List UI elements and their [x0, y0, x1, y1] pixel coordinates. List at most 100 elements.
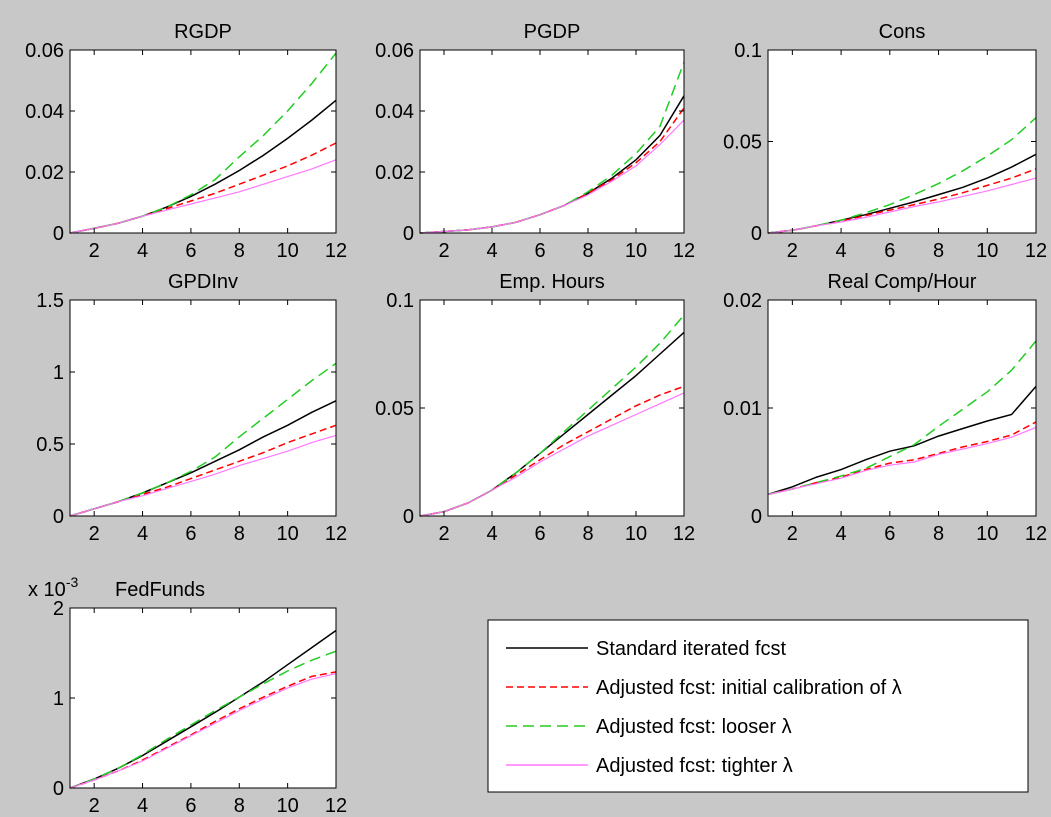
y-tick-label: 0.06 [375, 40, 414, 62]
x-tick-label: 2 [89, 240, 100, 262]
x-tick-label: 2 [787, 240, 798, 262]
series-line-tighter [419, 392, 685, 517]
plot-area [768, 300, 1036, 516]
y-tick-label: 0 [53, 778, 64, 800]
x-tick-label: 2 [89, 523, 100, 545]
series-line-tighter [69, 673, 337, 789]
y-tick-label: 0 [403, 506, 414, 528]
series-line-tighter [419, 119, 685, 234]
plot-area [70, 300, 336, 516]
x-tick-label: 10 [976, 240, 998, 262]
series-line-tighter [69, 159, 337, 234]
x-tick-label: 8 [234, 795, 245, 817]
y-multiplier: x 10-3 [28, 574, 78, 601]
legend-label: Adjusted fcst: initial calibration of λ [596, 677, 902, 699]
legend-label: Standard iterated fcst [596, 638, 787, 660]
x-tick-label: 6 [534, 240, 545, 262]
legend-entry-standard: Standard iterated fcst [506, 638, 787, 660]
y-tick-label: 0.02 [25, 162, 64, 184]
y-tick-label: 0.05 [723, 132, 762, 154]
legend-label: Adjusted fcst: tighter λ [596, 755, 793, 777]
x-tick-label: 12 [325, 240, 347, 262]
series-line-standard [767, 385, 1037, 496]
legend-entry-looser: Adjusted fcst: looser λ [506, 716, 792, 738]
plot-area [70, 50, 336, 233]
y-tick-label: 0 [751, 223, 762, 245]
y-tick-label: 0.02 [375, 162, 414, 184]
plot-area [70, 608, 336, 788]
x-tick-label: 8 [582, 523, 593, 545]
subplot-title: Cons [879, 21, 926, 43]
x-tick-label: 4 [137, 795, 148, 817]
x-tick-label: 8 [234, 240, 245, 262]
x-tick-label: 12 [673, 240, 695, 262]
y-tick-label: 1 [53, 362, 64, 384]
legend-label: Adjusted fcst: looser λ [596, 716, 792, 738]
y-tick-label: 1.5 [36, 290, 64, 312]
y-tick-label: 0.1 [734, 40, 762, 62]
y-tick-label: 0 [751, 506, 762, 528]
legend-entry-tighter: Adjusted fcst: tighter λ [506, 755, 793, 777]
x-tick-label: 4 [486, 240, 497, 262]
series-line-tighter [767, 177, 1037, 234]
y-tick-label: 0.1 [386, 290, 414, 312]
subplot-title: Emp. Hours [499, 271, 605, 293]
y-tick-label: 0.06 [25, 40, 64, 62]
subplot-title: FedFunds [115, 579, 205, 601]
x-tick-label: 4 [137, 240, 148, 262]
series-line-standard [69, 629, 337, 789]
axes-box [69, 299, 337, 517]
series-line-looser [767, 340, 1037, 496]
x-tick-label: 12 [325, 523, 347, 545]
x-tick-label: 4 [836, 523, 847, 545]
y-tick-label: 0.04 [25, 101, 64, 123]
subplot-rgdp: 2 4 6 8 10 12 0 0.02 0.04 0.06 RGDP [25, 21, 347, 262]
x-tick-label: 12 [1025, 240, 1047, 262]
x-tick-label: 6 [185, 240, 196, 262]
y-tick-label: 0.01 [723, 398, 762, 420]
x-tick-label: 12 [673, 523, 695, 545]
axes-box [419, 49, 685, 234]
x-tick-label: 4 [486, 523, 497, 545]
plot-area [768, 50, 1036, 233]
y-tick-label: 0.02 [723, 290, 762, 312]
subplot-title: PGDP [524, 21, 581, 43]
x-tick-label: 6 [185, 795, 196, 817]
series-line-looser [69, 52, 337, 234]
x-tick-label: 2 [438, 240, 449, 262]
x-tick-label: 4 [836, 240, 847, 262]
y-tick-label: 0 [403, 223, 414, 245]
x-tick-label: 2 [89, 795, 100, 817]
x-tick-label: 10 [277, 240, 299, 262]
x-tick-label: 8 [933, 523, 944, 545]
x-tick-label: 6 [884, 240, 895, 262]
subplot-title: GPDInv [168, 271, 238, 293]
y-tick-label: 0.5 [36, 434, 64, 456]
x-tick-label: 10 [976, 523, 998, 545]
subplot-emp-hours: 2 4 6 8 10 12 0 0.05 0.1 Emp. Hours [375, 271, 695, 545]
x-tick-label: 2 [438, 523, 449, 545]
x-tick-label: 10 [625, 240, 647, 262]
legend-entry-initial: Adjusted fcst: initial calibration of λ [506, 677, 902, 699]
x-tick-label: 12 [325, 795, 347, 817]
series-line-looser [767, 117, 1037, 234]
series-line-looser [69, 362, 337, 517]
y-tick-label: 0 [53, 223, 64, 245]
subplot-title: RGDP [174, 21, 232, 43]
legend: Standard iterated fcst Adjusted fcst: ini… [487, 619, 1029, 793]
axes-box [69, 49, 337, 234]
x-tick-label: 4 [137, 523, 148, 545]
x-tick-label: 10 [277, 523, 299, 545]
x-tick-label: 2 [787, 523, 798, 545]
y-tick-label: 0.05 [375, 398, 414, 420]
series-line-looser [419, 314, 685, 517]
subplot-cons: 2 4 6 8 10 12 0 0.05 0.1 Cons [723, 21, 1047, 262]
x-tick-label: 8 [933, 240, 944, 262]
subplot-pgdp: 2 4 6 8 10 12 0 0.02 0.04 0.06 PGDP [375, 21, 695, 262]
y-tick-label: 0 [53, 506, 64, 528]
x-tick-label: 6 [884, 523, 895, 545]
x-tick-label: 10 [625, 523, 647, 545]
